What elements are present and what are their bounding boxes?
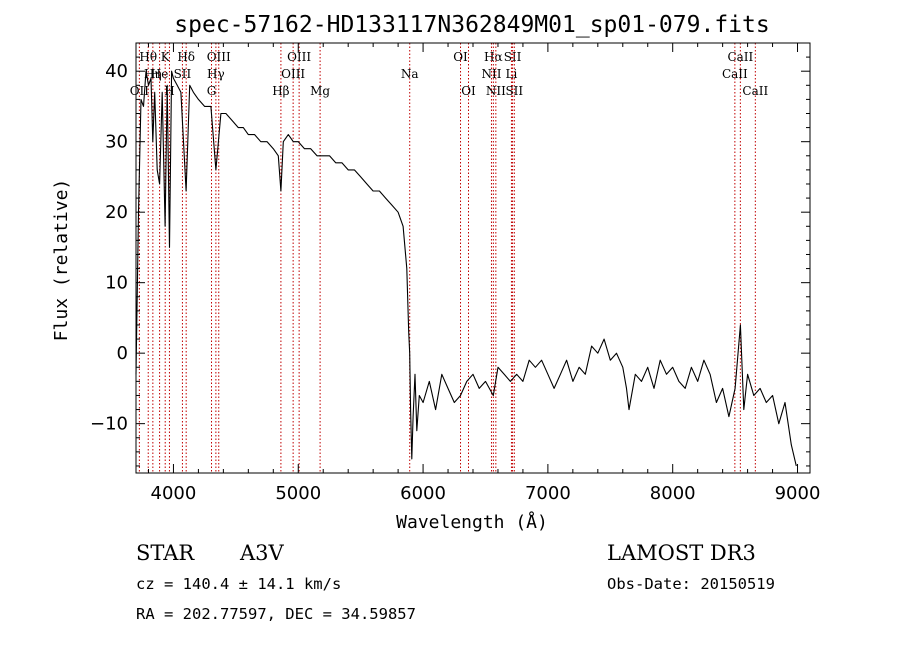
marker-label-2: OII (130, 84, 150, 98)
y-axis-label: Flux (relative) (51, 179, 72, 342)
redshift-cz: cz = 140.4 ± 14.1 km/s (136, 575, 341, 593)
marker-label-15: Na (401, 67, 419, 81)
marker-label-16: OI (453, 50, 468, 64)
marker-label-18: Hα (484, 50, 503, 64)
y-tick-label-0: −10 (90, 414, 128, 435)
marker-label-26: CaII (742, 84, 768, 98)
marker-label-9: Hγ (207, 67, 225, 81)
marker-label-25: CaII (722, 67, 748, 81)
marker-label-11: Hβ (272, 84, 289, 98)
y-tick-label-1: 0 (117, 343, 128, 364)
marker-label-21: SII (504, 50, 522, 64)
observation-date: Obs-Date: 20150519 (607, 575, 775, 593)
marker-label-8: OIII (207, 50, 231, 64)
marker-label-10: G (207, 84, 217, 98)
x-tick-label-1: 5000 (275, 483, 321, 504)
object-class: STAR (136, 541, 195, 565)
y-tick-label-5: 40 (105, 61, 128, 82)
y-tick-label-2: 10 (105, 273, 128, 294)
marker-label-5: H (164, 84, 174, 98)
plot-frame (135, 42, 811, 474)
spectrum-line-layer (135, 70, 797, 467)
spectrum-line (135, 70, 797, 467)
marker-label-20: NII (486, 84, 506, 98)
x-tick-label-0: 4000 (151, 483, 197, 504)
x-tick-label-5: 9000 (775, 483, 821, 504)
marker-label-24: CaII (727, 50, 753, 64)
survey-name: LAMOST DR3 (607, 541, 756, 565)
y-tick-label-4: 30 (105, 132, 128, 153)
marker-label-0: Hθ (139, 50, 157, 64)
marker-label-19: NII (481, 67, 501, 81)
marker-label-12: OIII (287, 50, 311, 64)
x-tick-label-2: 6000 (400, 483, 446, 504)
marker-label-23: SII (505, 84, 523, 98)
marker-label-14: Mg (310, 84, 330, 98)
marker-label-4: K (161, 50, 171, 64)
y-tick-label-3: 20 (105, 202, 128, 223)
object-subclass: A3V (239, 541, 285, 565)
x-tick-label-3: 7000 (525, 483, 571, 504)
axis-ticks: 4000 5000 6000 7000 8000 9000 −10 0 10 20 30 40 (90, 42, 821, 504)
marker-label-22: Li (506, 67, 518, 81)
x-tick-label-4: 8000 (650, 483, 696, 504)
marker-label-13: OIII (281, 67, 305, 81)
marker-label-17: OI (461, 84, 476, 98)
ra-dec: RA = 202.77597, DEC = 34.59857 (136, 605, 416, 623)
marker-label-3: He (151, 67, 169, 81)
marker-label-6: SII (174, 67, 192, 81)
x-axis-label: Wavelength (Å) (396, 511, 548, 533)
chart-title: spec-57162-HD133117N362849M01_sp01-079.f… (174, 12, 769, 38)
marker-label-7: Hδ (177, 50, 195, 64)
marker-label-1: Hη (144, 67, 162, 81)
